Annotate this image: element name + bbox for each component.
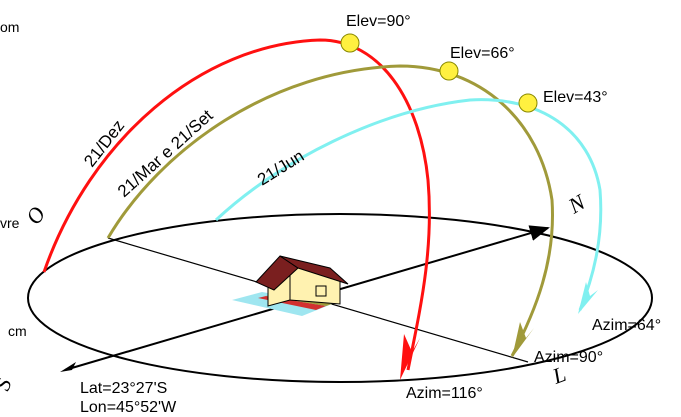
latitude-label: Lat=23°27'S bbox=[80, 380, 167, 397]
arc-label-jun: 21/Jun bbox=[254, 146, 307, 189]
azim-label-dec: Azim=116° bbox=[406, 385, 483, 402]
horizon-ellipse bbox=[27, 213, 653, 383]
cardinal-north: N bbox=[563, 189, 590, 219]
clipped-text-top: om bbox=[0, 19, 19, 35]
sun-path-jun-arrowhead bbox=[578, 282, 598, 314]
sun-icon-dec bbox=[340, 33, 360, 53]
ground-mat bbox=[232, 292, 332, 316]
house-window bbox=[315, 285, 327, 297]
sun-path-equinox bbox=[106, 64, 555, 357]
sun-path-dec-arrowhead bbox=[400, 334, 420, 380]
south-arrow-tail bbox=[60, 362, 76, 372]
cardinal-south: S bbox=[0, 375, 16, 394]
cardinal-west: O bbox=[21, 202, 51, 228]
elev-label-dec: Elev=90° bbox=[346, 13, 411, 30]
arc-label-equinox: 21/Mar e 21/Set bbox=[114, 106, 217, 201]
azim-label-equinox: Azim=90° bbox=[534, 349, 603, 366]
house-roof-side bbox=[279, 255, 349, 285]
clipped-text-low: cm bbox=[8, 323, 27, 339]
longitude-label: Lon=45°52'W bbox=[80, 399, 177, 416]
sun-icon-jun bbox=[518, 93, 538, 113]
azim-label-jun: Azim=64° bbox=[592, 317, 661, 334]
sun-icon-equinox bbox=[439, 61, 459, 81]
sun-path-equinox-arrowhead bbox=[512, 322, 534, 358]
sun-path-dec bbox=[42, 38, 431, 371]
elev-label-equinox: Elev=66° bbox=[450, 45, 515, 62]
house bbox=[255, 255, 349, 307]
elev-label-jun: Elev=43° bbox=[543, 89, 608, 106]
clipped-text-mid: vre bbox=[0, 215, 20, 231]
